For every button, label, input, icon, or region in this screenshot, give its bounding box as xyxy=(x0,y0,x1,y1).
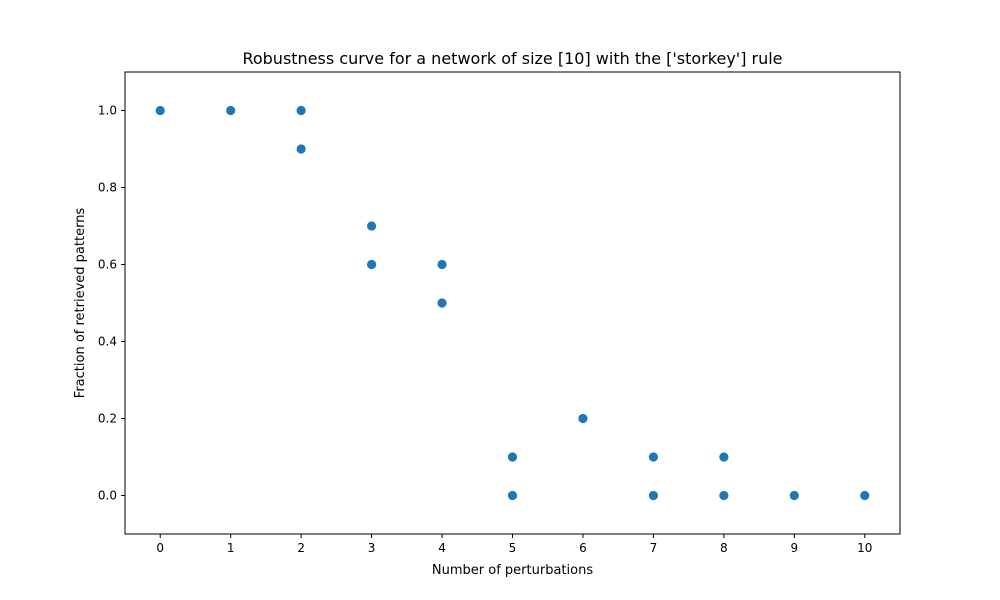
data-point xyxy=(860,490,870,501)
x-tick-label: 10 xyxy=(857,541,872,555)
data-point xyxy=(719,452,729,462)
y-axis-label: Fraction of retrieved patterns xyxy=(73,208,88,399)
x-tick-label: 8 xyxy=(720,541,728,555)
y-tick-label: 1.0 xyxy=(98,104,117,118)
y-tick-label: 0.0 xyxy=(98,489,117,503)
y-tick-label: 0.2 xyxy=(98,412,117,426)
x-tick-label: 9 xyxy=(790,541,798,555)
data-point xyxy=(719,490,729,501)
data-point xyxy=(366,259,377,270)
plot-frame xyxy=(124,71,901,535)
x-tick-label: 1 xyxy=(227,541,235,555)
x-tick-label: 3 xyxy=(368,541,376,555)
data-point xyxy=(437,259,447,270)
data-point xyxy=(155,105,165,116)
data-point xyxy=(507,452,518,462)
data-point xyxy=(366,221,377,231)
x-tick-label: 6 xyxy=(579,541,587,555)
y-axis-ticks: 0.0 0.2 0.4 0.6 0.8 1.0 xyxy=(98,104,125,503)
data-point xyxy=(296,144,306,154)
x-tick-label: 0 xyxy=(156,541,164,555)
x-tick-label: 7 xyxy=(650,541,658,555)
x-axis-label: Number of perturbations xyxy=(432,563,593,578)
x-tick-label: 2 xyxy=(297,541,305,555)
chart-title: Robustness curve for a network of size [… xyxy=(242,49,782,68)
data-points xyxy=(155,105,870,501)
data-point xyxy=(648,452,659,462)
data-point xyxy=(226,105,236,116)
y-tick-label: 0.6 xyxy=(98,258,117,272)
data-point xyxy=(578,413,588,424)
data-point xyxy=(789,490,799,501)
data-point xyxy=(507,490,518,501)
data-point xyxy=(296,105,306,116)
data-point xyxy=(648,490,659,501)
x-tick-label: 5 xyxy=(509,541,517,555)
y-tick-label: 0.4 xyxy=(98,335,117,349)
y-tick-label: 0.8 xyxy=(98,181,117,195)
x-tick-label: 4 xyxy=(438,541,446,555)
x-axis-ticks: 0 1 2 3 4 5 6 7 8 9 10 xyxy=(156,534,872,555)
data-point xyxy=(437,298,447,308)
